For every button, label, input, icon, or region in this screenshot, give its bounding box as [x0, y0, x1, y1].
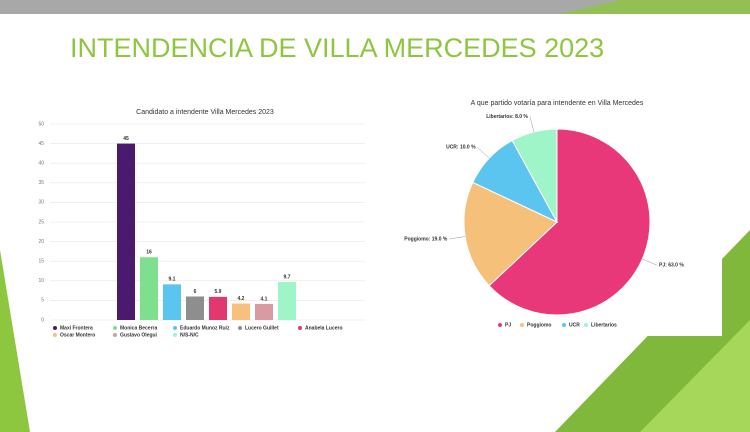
legend-label: Poggiomo	[527, 322, 551, 328]
legend-swatch	[173, 333, 177, 337]
leader-line	[477, 147, 490, 159]
legend-label: Oscar Montero	[60, 332, 95, 338]
slice-label: UCR: 10.0 %	[446, 145, 476, 151]
pie-slice	[463, 181, 558, 287]
slice-label: Libertarios: 8.0 %	[486, 114, 528, 120]
legend-label: Maxi Frontera	[60, 325, 93, 331]
value-label: 6	[194, 289, 197, 295]
legend-label: Libertarios	[591, 322, 617, 328]
legend-label: N/S-N/C	[180, 332, 199, 338]
bar	[278, 281, 296, 320]
y-tick-label: 5	[41, 298, 44, 304]
legend-swatch	[53, 326, 57, 330]
value-label: 4.2	[238, 296, 245, 302]
legend-swatch	[520, 323, 524, 327]
legend-swatch	[562, 323, 566, 327]
legend-label: Eduardo Munoz Ruiz	[180, 325, 230, 331]
leader-line	[529, 116, 535, 132]
y-tick-label: 0	[41, 317, 44, 323]
y-tick-label: 30	[38, 200, 44, 206]
slice-label: Poggiomo: 19.0 %	[404, 236, 448, 242]
top-bar	[0, 0, 750, 14]
slice-label: PJ: 63.0 %	[659, 263, 684, 269]
legend-label: Monica Becerra	[120, 325, 157, 331]
bar	[117, 143, 135, 320]
legend-swatch	[113, 333, 117, 337]
legend-swatch	[584, 323, 588, 327]
value-label: 9.7	[284, 274, 291, 280]
bar	[186, 296, 204, 320]
legend-swatch	[53, 333, 57, 337]
bar	[163, 284, 181, 320]
legend-label: Lucero Guillet	[245, 325, 279, 331]
decor	[0, 250, 30, 432]
value-label: 45	[123, 136, 129, 142]
legend-swatch	[298, 326, 302, 330]
legend-label: UCR	[569, 322, 580, 328]
y-tick-label: 35	[38, 180, 44, 186]
bar	[255, 303, 273, 320]
y-tick-label: 45	[38, 141, 44, 147]
value-label: 5.9	[215, 289, 222, 295]
legend-swatch	[238, 326, 242, 330]
value-label: 4.1	[261, 296, 268, 302]
y-tick-label: 20	[38, 239, 44, 245]
pie-slice	[488, 128, 651, 316]
bar	[209, 296, 227, 320]
bar	[232, 303, 250, 320]
pie-title: A que partido votaría para intendente en…	[471, 100, 644, 107]
legend-swatch	[173, 326, 177, 330]
y-tick-label: 25	[38, 219, 44, 225]
leader-line	[642, 258, 658, 266]
legend-swatch	[113, 326, 117, 330]
leader-line	[449, 236, 466, 240]
y-tick-label: 15	[38, 259, 44, 265]
y-tick-label: 10	[38, 278, 44, 284]
bar	[140, 257, 158, 320]
legend-label: Gustavo Olegui	[120, 332, 158, 338]
slide-title: INTENDENCIA DE VILLA MERCEDES 2023	[70, 33, 604, 63]
value-label: 9.1	[169, 277, 176, 283]
value-label: 16	[146, 250, 152, 256]
legend-label: Anabela Lucero	[305, 325, 343, 331]
decor	[640, 320, 750, 432]
y-tick-label: 50	[38, 121, 44, 127]
legend-label: PJ	[505, 322, 511, 328]
bar-title: Candidato a intendente Villa Mercedes 20…	[136, 109, 274, 116]
decor	[560, 0, 750, 14]
legend-swatch	[498, 323, 502, 327]
y-tick-label: 40	[38, 161, 44, 167]
